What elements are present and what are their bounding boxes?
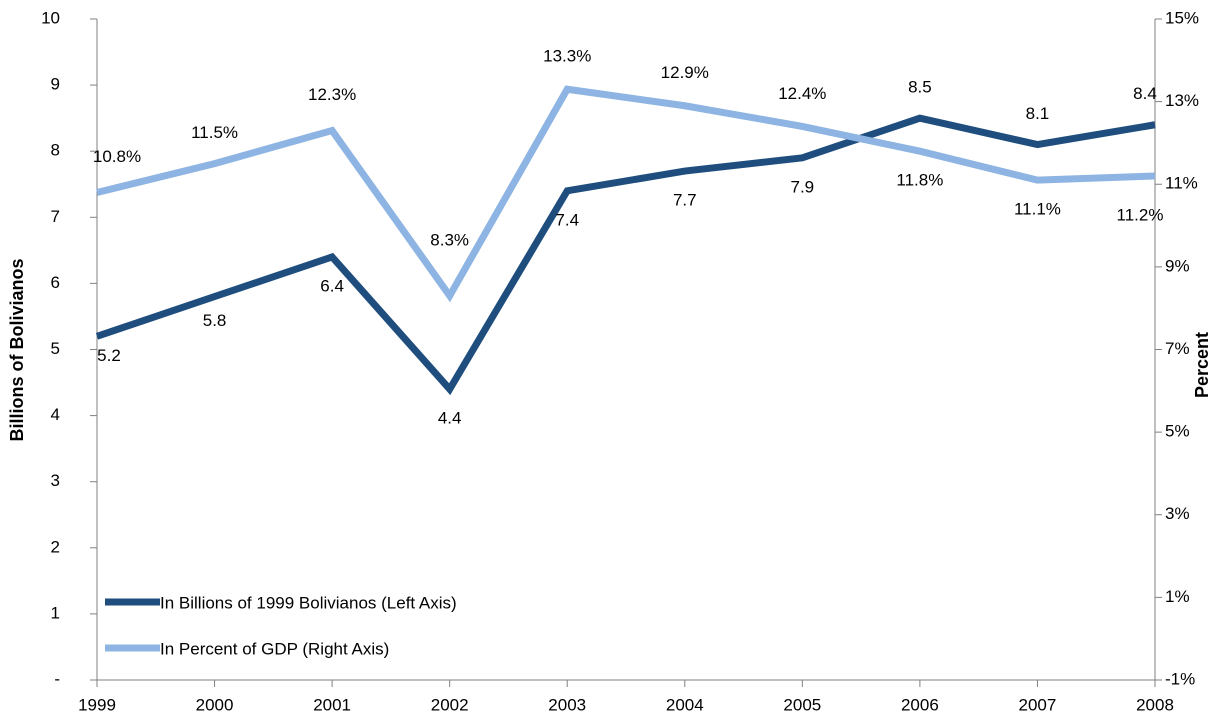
x-tick-label: 2000	[196, 695, 234, 714]
data-label: 8.3%	[430, 230, 469, 249]
data-label: 7.9	[791, 177, 815, 196]
data-label: 6.4	[320, 276, 344, 295]
y-tick-label: 2	[51, 537, 60, 556]
x-tick-label: 2006	[901, 695, 939, 714]
y2-tick-label: 11%	[1165, 174, 1198, 193]
series-line	[96, 85, 1156, 303]
y2-tick-label: 9%	[1165, 256, 1190, 275]
data-label: 5.8	[203, 311, 227, 330]
y-tick-label: 6	[51, 273, 60, 292]
data-label: 8.5	[908, 78, 932, 97]
y2-tick-label: 1%	[1165, 587, 1190, 606]
y-tick-label: 9	[51, 75, 60, 94]
series-line	[95, 114, 1156, 396]
y-tick-label: 8	[51, 141, 60, 160]
y-tick-label: 1	[51, 603, 60, 622]
data-label: 12.3%	[308, 85, 356, 104]
x-tick-label: 2007	[1019, 695, 1057, 714]
x-tick-label: 2002	[431, 695, 469, 714]
data-label: 7.4	[555, 210, 579, 229]
data-label: 13.3%	[543, 47, 591, 66]
data-label: 12.9%	[661, 63, 709, 82]
x-tick-label: 2008	[1136, 695, 1174, 714]
y2-tick-label: -1%	[1165, 669, 1195, 688]
legend-label: In Percent of GDP (Right Axis)	[160, 639, 389, 658]
y-axis-title: Billions of Bolivianos	[7, 258, 27, 441]
x-tick-label: 2005	[783, 695, 821, 714]
data-label: 8.1	[1026, 104, 1050, 123]
y-tick-label: 5	[51, 339, 60, 358]
data-label: 12.4%	[778, 84, 826, 103]
y-tick-label: -	[54, 669, 60, 688]
data-label: 11.5%	[191, 123, 238, 142]
y2-tick-label: 3%	[1165, 504, 1190, 523]
x-tick-label: 2004	[666, 695, 704, 714]
x-tick-label: 1999	[78, 695, 116, 714]
data-label: 11.8%	[896, 171, 943, 190]
legend-label: In Billions of 1999 Bolivianos (Left Axi…	[160, 593, 457, 612]
data-label: 11.1%	[1014, 200, 1061, 219]
y2-tick-label: 13%	[1165, 91, 1199, 110]
y2-tick-label: 15%	[1165, 8, 1199, 27]
y2-axis-title: Percent	[1192, 332, 1212, 398]
y-tick-label: 7	[51, 207, 60, 226]
x-tick-label: 2003	[548, 695, 586, 714]
data-label: 11.2%	[1117, 205, 1164, 224]
data-label: 8.4	[1133, 84, 1157, 103]
data-label: 4.4	[438, 409, 462, 428]
x-tick-label: 2001	[313, 695, 351, 714]
y-tick-label: 10	[41, 8, 60, 27]
y2-tick-label: 5%	[1165, 422, 1190, 441]
y-tick-label: 4	[51, 405, 60, 424]
y-tick-label: 3	[51, 471, 60, 490]
y2-tick-label: 7%	[1165, 339, 1190, 358]
data-label: 7.7	[673, 191, 697, 210]
data-label: 10.8%	[93, 147, 141, 166]
data-label: 5.2	[97, 346, 121, 365]
